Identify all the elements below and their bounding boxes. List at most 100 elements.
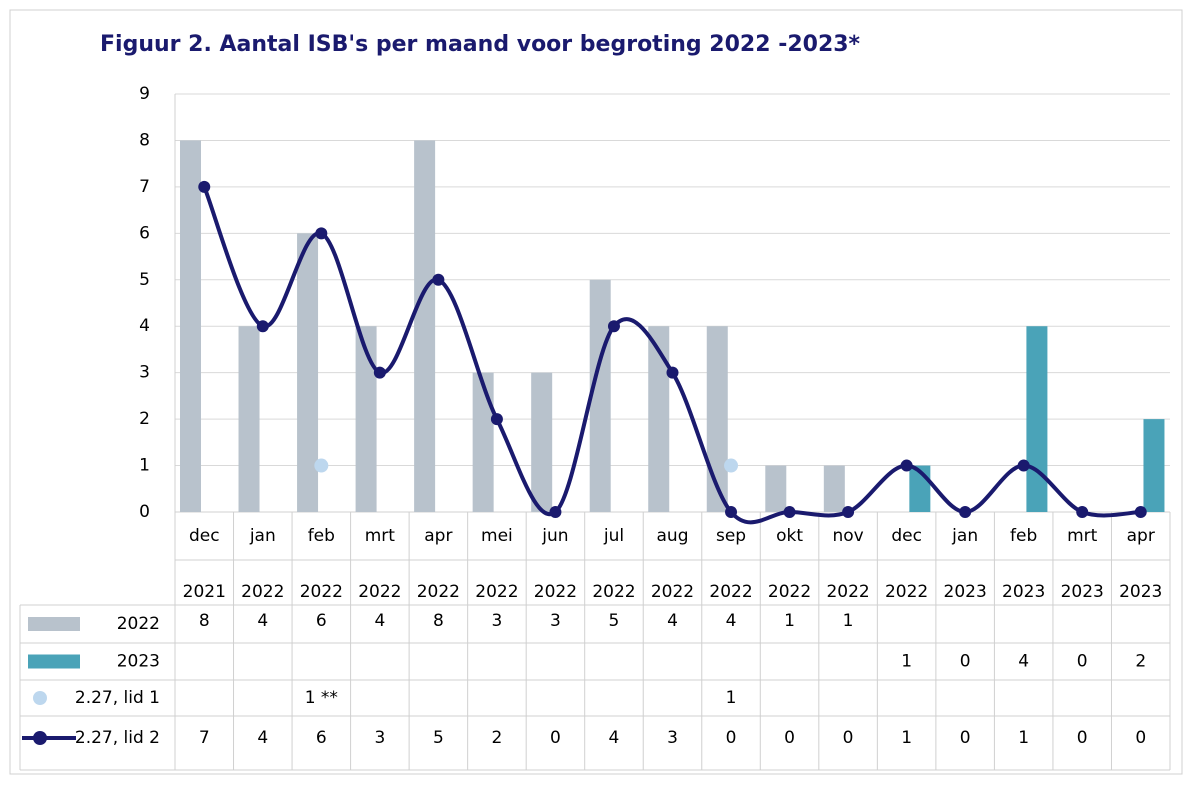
bar: [648, 326, 670, 512]
line-marker: [842, 506, 855, 518]
table-value: 5: [433, 728, 444, 748]
table-value: 4: [374, 611, 385, 631]
table-value: 1: [784, 611, 795, 631]
line-marker: [1134, 506, 1147, 518]
bar: [1026, 326, 1048, 512]
x-tick-label: 2022: [651, 582, 694, 602]
table-value: 0: [960, 728, 971, 748]
dot: [314, 458, 329, 473]
table-value: 0: [784, 728, 795, 748]
y-tick-label: 5: [139, 270, 150, 290]
legend-swatch: [28, 617, 80, 631]
y-tick-label: 6: [139, 223, 150, 243]
table-value: 1 **: [305, 688, 338, 708]
line-marker: [490, 413, 503, 426]
table-value: 3: [374, 728, 385, 748]
x-tick-label: 2023: [1061, 582, 1104, 602]
x-tick-label: feb: [1010, 526, 1037, 546]
x-tick-label: 2023: [1119, 582, 1162, 602]
table-value: 0: [1077, 728, 1088, 748]
table-value: 0: [960, 652, 971, 672]
table-value: 3: [550, 611, 561, 631]
x-tick-label: 2021: [183, 582, 226, 602]
line-marker: [1076, 506, 1089, 518]
x-tick-label: 2023: [1002, 582, 1045, 602]
x-tick-label: 2022: [475, 582, 518, 602]
x-tick-label: apr: [1127, 526, 1155, 546]
x-tick-label: aug: [657, 526, 689, 546]
line-marker: [315, 227, 328, 240]
x-tick-label: apr: [424, 526, 452, 546]
legend-swatch: [28, 654, 80, 669]
x-tick-label: 2022: [417, 582, 460, 602]
bar: [472, 372, 494, 512]
bar: [706, 326, 728, 512]
x-tick-label: jan: [249, 526, 276, 546]
table-value: 4: [257, 611, 268, 631]
table-value: 5: [609, 611, 620, 631]
line-marker: [432, 273, 445, 286]
table-value: 3: [667, 728, 678, 748]
line-marker: [666, 366, 679, 379]
table-value: 1: [1018, 728, 1029, 748]
bar: [1143, 419, 1165, 512]
x-tick-label: 2023: [944, 582, 987, 602]
x-tick-label: 2022: [768, 582, 811, 602]
y-tick-label: 1: [139, 456, 150, 476]
line-marker: [198, 180, 211, 193]
frame: [9, 9, 1183, 775]
table-value: 4: [257, 728, 268, 748]
x-tick-label: 2022: [358, 582, 401, 602]
legend-swatch: [33, 691, 47, 705]
x-tick-label: dec: [189, 526, 220, 546]
table-value: 4: [667, 611, 678, 631]
y-tick-label: 7: [139, 177, 150, 197]
table-value: 4: [726, 611, 737, 631]
table-value: 1: [843, 611, 854, 631]
table-value: 0: [550, 728, 561, 748]
bar: [238, 326, 260, 512]
table-value: 6: [316, 728, 327, 748]
bar: [765, 465, 787, 512]
legend-swatch: [33, 731, 47, 745]
table-value: 1: [901, 728, 912, 748]
x-tick-label: 2022: [709, 582, 752, 602]
x-tick-label: jul: [603, 526, 624, 546]
table-value: 4: [609, 728, 620, 748]
table-value: 8: [433, 611, 444, 631]
table-value: 8: [199, 611, 210, 631]
y-tick-label: 2: [139, 409, 150, 429]
x-tick-label: mrt: [1067, 526, 1098, 546]
x-tick-label: feb: [308, 526, 335, 546]
x-tick-label: mrt: [365, 526, 396, 546]
y-tick-label: 0: [139, 502, 150, 522]
y-tick-label: 3: [139, 363, 150, 383]
table-value: 1: [901, 652, 912, 672]
table-value: 0: [1077, 652, 1088, 672]
bar: [823, 465, 845, 512]
line-marker: [900, 459, 913, 472]
chart-title: Figuur 2. Aantal ISB's per maand voor be…: [100, 32, 861, 57]
legend-label: 2.27, lid 1: [75, 688, 160, 708]
legend-label: 2.27, lid 2: [75, 728, 160, 748]
bar: [414, 140, 436, 512]
x-tick-label: mei: [481, 526, 513, 546]
x-tick-label: jan: [951, 526, 978, 546]
x-tick-label: 2022: [885, 582, 928, 602]
x-tick-label: 2022: [826, 582, 869, 602]
dot: [724, 458, 739, 473]
line-marker: [373, 366, 386, 379]
line-marker: [783, 506, 796, 518]
bar: [531, 372, 553, 512]
table-value: 4: [1018, 652, 1029, 672]
table-value: 0: [843, 728, 854, 748]
table-value: 2: [1135, 652, 1146, 672]
line-marker: [256, 320, 269, 333]
x-tick-label: nov: [832, 526, 863, 546]
table-value: 7: [199, 728, 210, 748]
x-tick-label: sep: [716, 526, 746, 546]
bar: [589, 279, 611, 512]
table-value: 1: [726, 688, 737, 708]
x-tick-label: jun: [541, 526, 568, 546]
